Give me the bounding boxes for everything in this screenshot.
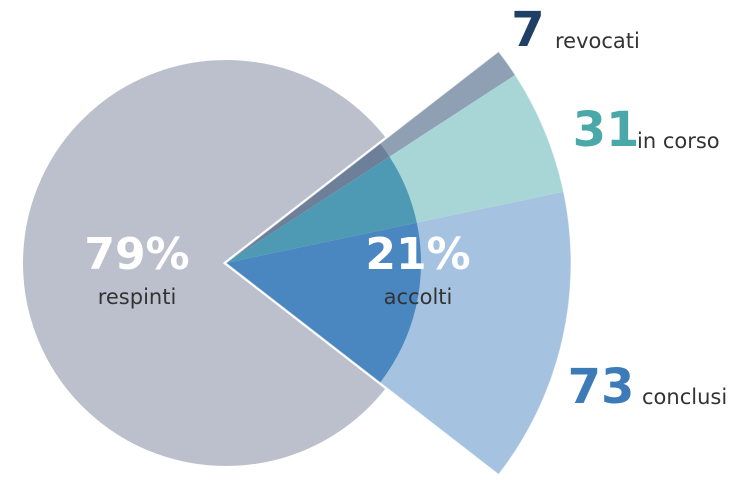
breakdown-value: 7	[511, 2, 544, 58]
breakdown-inner	[226, 143, 390, 263]
slice-label: accolti	[384, 285, 453, 309]
breakdown-value: 31	[573, 102, 640, 158]
breakdown-value: 73	[568, 359, 635, 415]
breakdown-label: conclusi	[642, 385, 727, 409]
slice-value-label: 21%	[365, 229, 470, 280]
pie-slice	[19, 56, 391, 470]
breakdown-label: in corso	[637, 129, 720, 153]
breakdown-inner	[226, 156, 417, 263]
breakdown-label: revocati	[555, 29, 640, 53]
slice-outline	[225, 50, 572, 476]
slice-label: respinti	[98, 285, 177, 309]
breakdown-inner	[226, 222, 421, 383]
slice-value-label: 79%	[84, 229, 189, 280]
